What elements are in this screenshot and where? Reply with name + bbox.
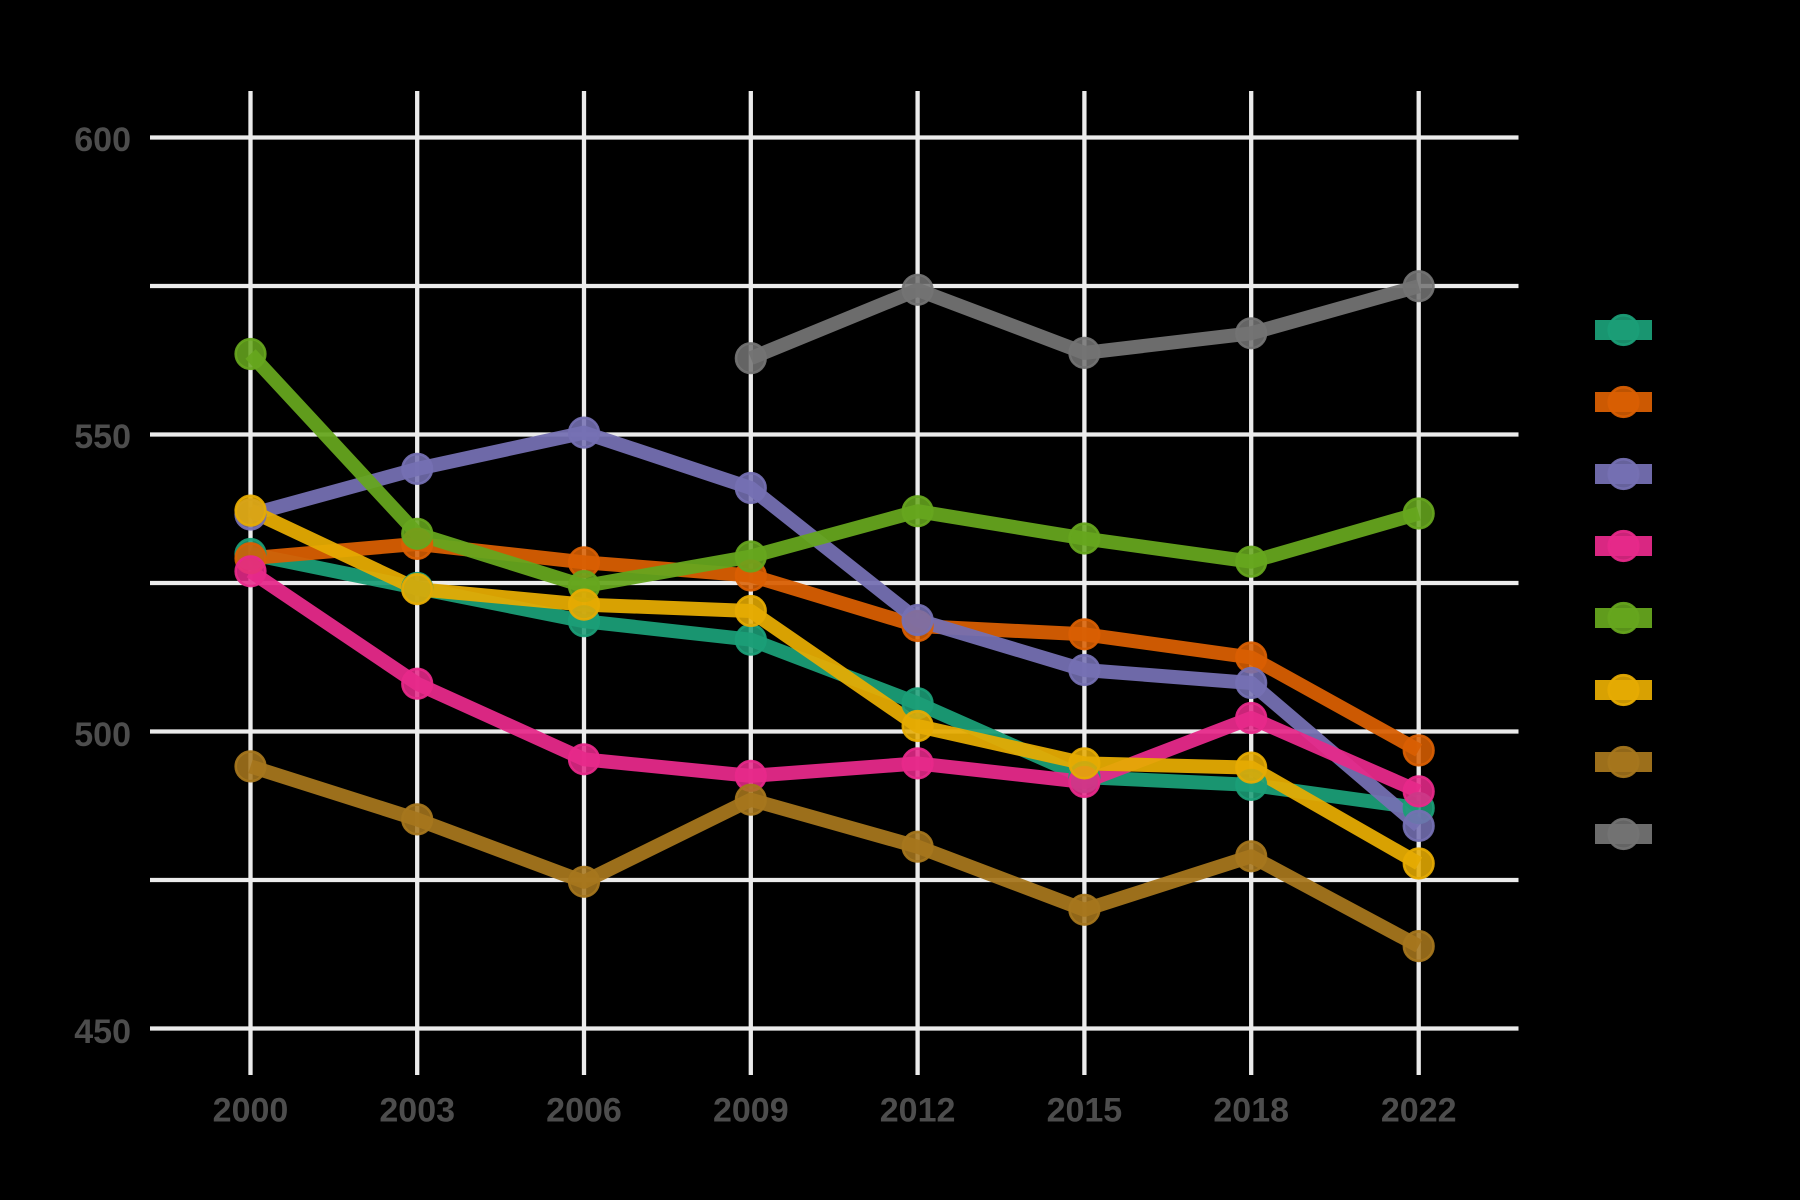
svg-text:600: 600 — [74, 121, 131, 159]
svg-text:500: 500 — [74, 716, 131, 754]
svg-text:2015: 2015 — [1047, 1092, 1123, 1130]
svg-text:450: 450 — [74, 1013, 131, 1051]
svg-text:2018: 2018 — [1213, 1092, 1289, 1130]
svg-text:2000: 2000 — [213, 1092, 289, 1130]
svg-text:2003: 2003 — [379, 1092, 455, 1130]
svg-text:550: 550 — [74, 418, 131, 456]
svg-text:2009: 2009 — [713, 1092, 789, 1130]
svg-text:2012: 2012 — [880, 1092, 956, 1130]
svg-text:2006: 2006 — [546, 1092, 622, 1130]
svg-text:2022: 2022 — [1381, 1092, 1457, 1130]
